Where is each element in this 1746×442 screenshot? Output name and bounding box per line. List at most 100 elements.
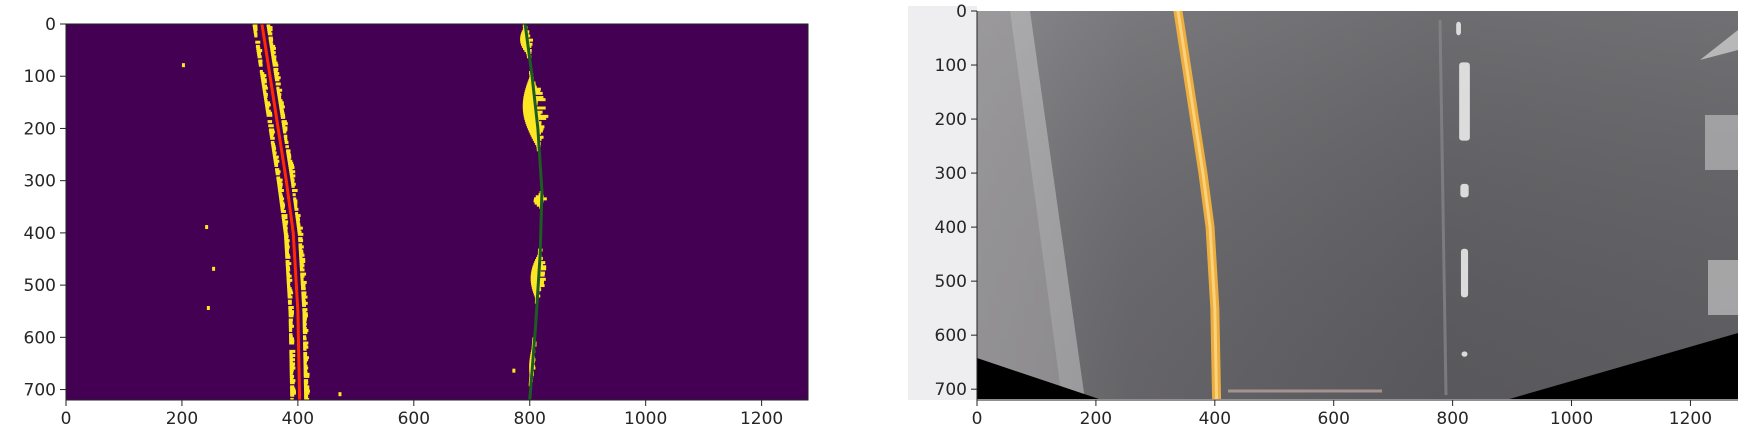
- lane-pixel: [289, 358, 295, 362]
- lane-pixel: [282, 128, 288, 132]
- lane-pixel: [269, 134, 274, 138]
- lane-pixel: [284, 241, 289, 245]
- lane-pixel: [299, 257, 306, 261]
- lane-pixel: [282, 124, 286, 128]
- lane-pixel: [270, 136, 275, 140]
- right-x-tick-label: 0: [972, 409, 983, 429]
- bottom-left-black-wedge: [977, 358, 1100, 399]
- warped-road-image: [977, 11, 1738, 399]
- birds-eye-plot: 0 200 400 600 800 1000 1200 0 100 200 300 400 500 60…: [908, 2, 1738, 429]
- lane-pixel: [287, 161, 294, 165]
- lane-pixel: [284, 239, 290, 243]
- lane-pixel: [287, 291, 294, 295]
- left-y-ticks: 0 100 200 300 400 500 600 700: [24, 15, 66, 401]
- lane-pixel: [283, 226, 288, 230]
- lane-pixel: [269, 40, 273, 44]
- lane-pixel: [302, 312, 308, 316]
- lane-pixel: [303, 356, 309, 360]
- lane-pixel: [302, 326, 307, 330]
- right-x-tick-label: 200: [1080, 409, 1112, 429]
- lane-pixel: [290, 385, 295, 389]
- right-y-tick-label: 400: [935, 218, 967, 238]
- lane-pixel: [293, 197, 297, 201]
- left-y-tick-label: 200: [24, 119, 56, 139]
- lane-pixel: [303, 366, 309, 370]
- lane-pixel: [526, 123, 542, 127]
- lane-pixel: [275, 82, 281, 86]
- lane-dash: [1460, 248, 1469, 298]
- lane-pixel: [297, 226, 303, 230]
- noise-pixel: [206, 306, 210, 310]
- lane-pixel: [278, 195, 283, 199]
- lane-pixel: [260, 72, 265, 76]
- lane-pixel: [279, 197, 285, 201]
- lane-pixel: [299, 253, 305, 257]
- lane-pixel: [259, 69, 263, 73]
- lane-pixel: [289, 174, 296, 178]
- lane-pixel: [529, 131, 541, 135]
- lane-pixel: [283, 232, 289, 236]
- right-y-tick-label: 700: [935, 380, 967, 400]
- right-x-tick-label: 1000: [1550, 409, 1593, 429]
- left-x-tick-label: 800: [514, 409, 546, 429]
- binary-image-background: [66, 24, 808, 400]
- lane-pixel: [270, 49, 275, 53]
- lane-pixel: [289, 335, 293, 339]
- lane-pixel: [271, 55, 277, 59]
- lane-pixel: [264, 97, 268, 101]
- lane-pixel: [264, 101, 270, 105]
- lane-pixel: [293, 203, 298, 207]
- lane-pixel: [285, 251, 290, 255]
- lane-pixel: [266, 26, 273, 30]
- lane-pixel: [303, 374, 310, 378]
- lane-pixel: [271, 57, 277, 61]
- lane-pixel: [269, 132, 274, 136]
- right-y-tick-label: 100: [935, 56, 967, 76]
- lane-pixel: [267, 30, 272, 34]
- lane-pixel: [267, 32, 273, 36]
- right-y-tick-label: 500: [935, 272, 967, 292]
- lane-pixel: [284, 140, 289, 144]
- lane-pixel: [303, 362, 307, 366]
- lane-pixel: [274, 72, 280, 76]
- lane-pixel: [303, 354, 307, 358]
- right-x-tick-label: 400: [1199, 409, 1231, 429]
- lane-pixel: [285, 264, 290, 268]
- lane-pixel: [272, 61, 278, 65]
- lane-pixel: [304, 397, 310, 400]
- lane-pixel: [295, 218, 301, 222]
- lane-pixel: [263, 90, 267, 94]
- lane-pixel: [303, 381, 309, 385]
- lane-pixel: [276, 86, 280, 90]
- left-lane-line-highlight: [1176, 11, 1219, 399]
- left-axes-frame: [65, 23, 809, 401]
- lane-pixel: [271, 147, 277, 151]
- lane-pixel: [281, 122, 288, 126]
- lane-pixel: [272, 151, 277, 155]
- lane-pixel: [288, 318, 293, 322]
- lane-pixel: [274, 76, 281, 80]
- lane-pixel: [290, 397, 294, 400]
- lane-pixel: [283, 230, 288, 234]
- lane-pixel: [278, 191, 282, 195]
- lane-pixel: [256, 49, 263, 53]
- lane-pixel: [528, 129, 543, 133]
- lane-pixel: [271, 143, 276, 147]
- lane-fit-lines: [260, 24, 544, 400]
- lane-pixel: [302, 303, 307, 307]
- lane-pixel: [274, 161, 279, 165]
- lane-pixel: [260, 76, 266, 80]
- lane-pixel: [289, 339, 295, 343]
- lane-pixel: [276, 88, 283, 92]
- lane-pixel: [270, 140, 275, 144]
- lane-pixel: [286, 283, 291, 287]
- lane-pixel: [283, 228, 288, 232]
- lane-pixel: [301, 287, 306, 291]
- lane-pixel: [267, 120, 273, 124]
- left-y-tick-label: 500: [24, 276, 56, 296]
- road-shading: [977, 11, 1738, 399]
- right-x-tick-label: 1200: [1669, 409, 1712, 429]
- lane-pixel: [273, 157, 278, 161]
- lane-pixel: [265, 107, 269, 111]
- lane-pixel: [268, 38, 274, 42]
